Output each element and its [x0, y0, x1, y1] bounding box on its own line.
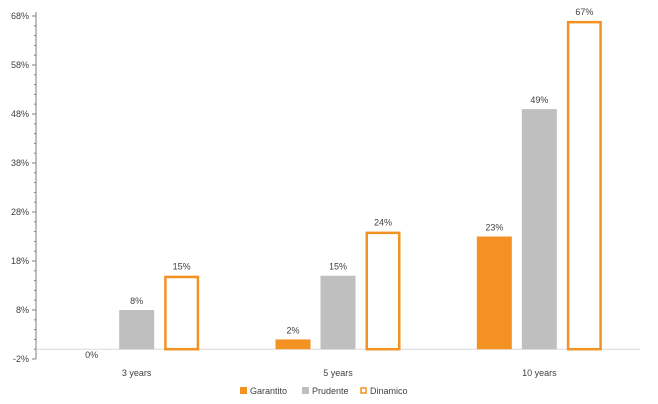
- data-label: 23%: [485, 223, 503, 233]
- x-category-label: 5 years: [323, 368, 353, 378]
- y-tick-label: 58%: [11, 60, 29, 70]
- y-tick-label: 18%: [11, 256, 29, 266]
- data-label: 49%: [530, 95, 548, 105]
- x-category-label: 10 years: [522, 368, 557, 378]
- legend-label: Dinamico: [370, 386, 408, 396]
- legend-item-garantito: Garantito: [240, 386, 287, 396]
- bar-dinamico: [164, 275, 200, 351]
- legend: Garantito Prudente Dinamico: [240, 386, 408, 396]
- labels-layer: 0% 8% 15% 3 years 2% 15% 24% 5 years 23% 49% 67% 10…: [85, 7, 593, 378]
- legend-label: Prudente: [312, 386, 349, 396]
- y-tick-label: 28%: [11, 207, 29, 217]
- legend-swatch: [302, 387, 309, 394]
- bar-prudente: [320, 275, 356, 350]
- data-label: 15%: [173, 262, 191, 272]
- x-category-label: 3 years: [122, 368, 152, 378]
- bar-garantito: [476, 236, 512, 350]
- legend-item-dinamico: Dinamico: [360, 386, 408, 396]
- bar-garantito: [275, 339, 311, 350]
- y-tick-label: 48%: [11, 109, 29, 119]
- data-label: 15%: [329, 262, 347, 272]
- y-tick-label: 38%: [11, 158, 29, 168]
- bar-prudente: [521, 109, 557, 350]
- data-label: 2%: [286, 325, 299, 335]
- y-tick-label: 8%: [16, 305, 29, 315]
- data-label: 0%: [85, 350, 98, 360]
- legend-swatch: [360, 387, 367, 394]
- legend-swatch: [240, 387, 247, 394]
- y-tick-label: -2%: [13, 354, 29, 364]
- bar-prudente: [119, 310, 155, 350]
- legend-label: Garantito: [250, 386, 287, 396]
- data-label: 24%: [374, 218, 392, 228]
- data-label: 8%: [130, 296, 143, 306]
- bar-dinamico: [566, 20, 602, 351]
- legend-item-prudente: Prudente: [302, 386, 349, 396]
- data-label: 67%: [575, 7, 593, 17]
- bars-layer: [119, 20, 602, 351]
- bar-dinamico: [365, 231, 401, 351]
- y-tick-label: 68%: [11, 11, 29, 21]
